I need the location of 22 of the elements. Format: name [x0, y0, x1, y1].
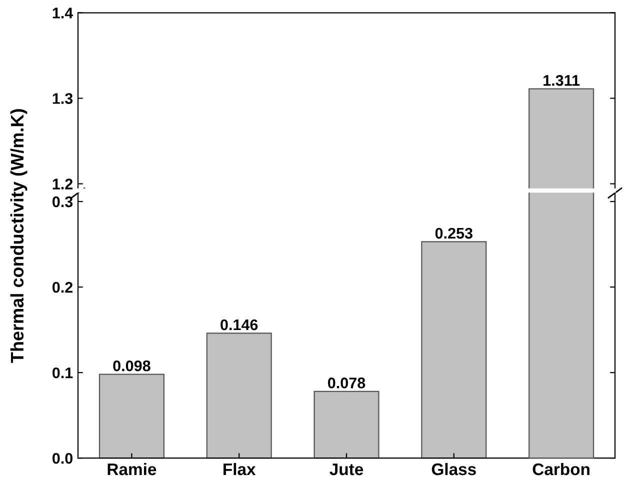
- y-axis-title: Thermal conductivity (W/m.K): [10, 109, 28, 363]
- y-tick-label: 1.2: [52, 178, 73, 190]
- bar: [314, 390, 380, 459]
- bar: [421, 241, 487, 459]
- data-label: 0.098: [113, 360, 150, 372]
- y-tick-label: 1.3: [52, 93, 73, 104]
- y-tick-label: 1.4: [52, 8, 74, 18]
- bar: [206, 332, 272, 459]
- x-tick-label: Flax: [224, 462, 256, 476]
- y-tick-label: 0.2: [52, 282, 73, 293]
- x-tick-label: Carbon: [532, 462, 590, 476]
- data-label: 0.146: [220, 319, 258, 330]
- y-tick-label: 0.0: [52, 452, 73, 464]
- x-tick-label: Jute: [330, 464, 364, 476]
- y-tick-label: 0.3: [52, 196, 73, 208]
- bar: [98, 374, 164, 459]
- data-label: 0.078: [328, 378, 366, 388]
- data-label: 0.253: [435, 228, 472, 239]
- x-tick-label: Ramie: [108, 462, 156, 476]
- x-tick-label: Glass: [432, 462, 476, 476]
- data-label: 1.311: [544, 75, 580, 86]
- y-tick-label: 0.1: [52, 367, 73, 378]
